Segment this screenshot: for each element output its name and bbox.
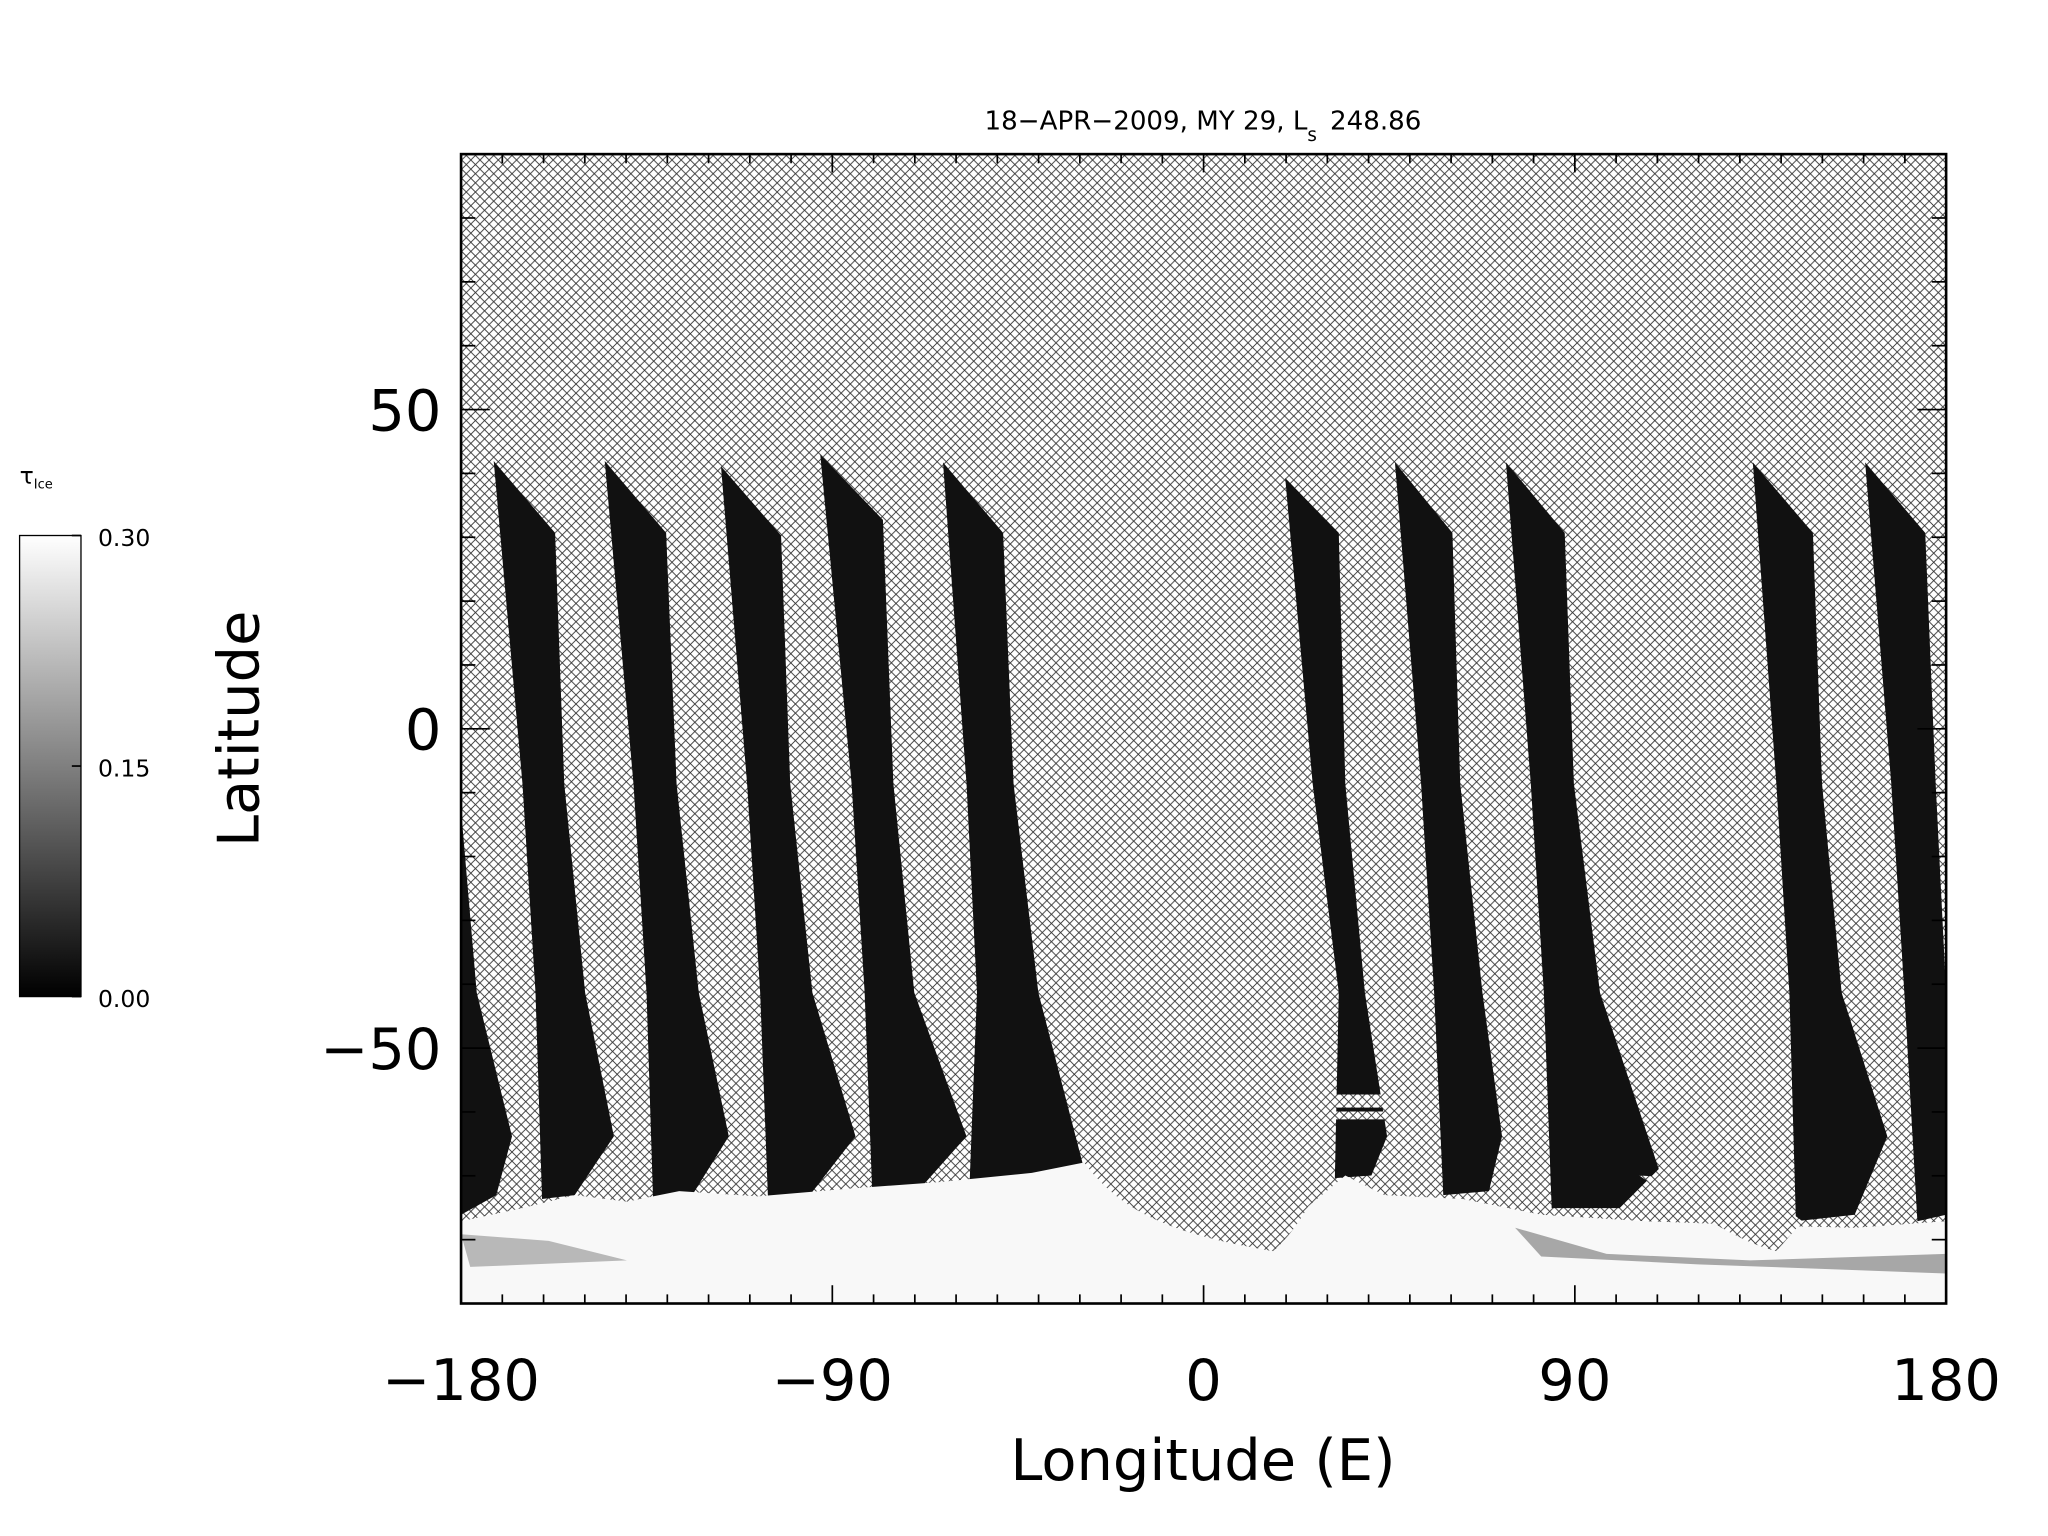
figure: 18−APR−2009, MY 29, Ls 248.86 Longitude (… [18,106,2001,1494]
x-axis-label: Longitude (E) [1010,1427,1395,1494]
swaths [461,454,1947,1222]
title-subscript: s [1307,125,1317,146]
chart-title: 18−APR−2009, MY 29, Ls 248.86 [984,106,1421,146]
no-data-region [1084,1162,1333,1252]
no-data-region [1332,1111,1411,1120]
title-text: 18−APR−2009, MY 29, L [984,106,1307,136]
colorbar-tick-label: 0.15 [98,754,150,782]
colorbar-tick-label: 0.30 [98,524,150,552]
x-tick-label: −180 [382,1347,540,1414]
y-axis-label: Latitude [206,611,273,847]
x-tick-label: −90 [772,1347,893,1414]
colorbar-label: τIce [20,461,53,492]
title-value: 248.86 [1330,106,1421,136]
no-data-region [1332,1094,1411,1108]
colorbar-tick-label: 0.00 [98,985,150,1013]
y-tick-label: 50 [368,377,441,444]
colorbar-subscript: Ice [34,477,53,492]
colorbar-symbol: τ [20,461,34,489]
polar-ice-detail [461,1234,627,1267]
no-data-region [1639,1175,1803,1252]
y-tick-label: −50 [320,1016,441,1083]
map-image [461,154,1947,1304]
x-tick-label: 180 [1891,1347,2001,1414]
x-tick-label: 90 [1538,1347,1611,1414]
colorbar [18,534,82,998]
x-tick-label: 0 [1185,1347,1222,1414]
y-tick-label: 0 [405,697,442,764]
polar-ice-detail [1515,1227,1947,1274]
